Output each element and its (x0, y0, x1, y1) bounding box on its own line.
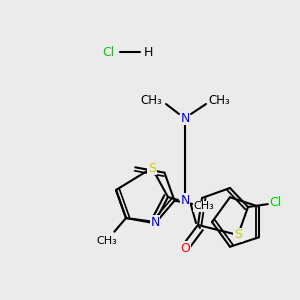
Text: Cl: Cl (270, 196, 282, 209)
Text: Cl: Cl (102, 46, 114, 59)
Text: CH₃: CH₃ (194, 201, 214, 211)
Text: O: O (180, 242, 190, 254)
Text: N: N (150, 215, 160, 229)
Text: CH₃: CH₃ (140, 94, 162, 106)
Text: CH₃: CH₃ (96, 236, 117, 246)
Text: N: N (180, 112, 190, 124)
Text: CH₃: CH₃ (208, 94, 230, 106)
Text: S: S (148, 161, 156, 175)
Text: N: N (180, 194, 190, 206)
Text: S: S (234, 229, 242, 242)
Text: H: H (143, 46, 153, 59)
